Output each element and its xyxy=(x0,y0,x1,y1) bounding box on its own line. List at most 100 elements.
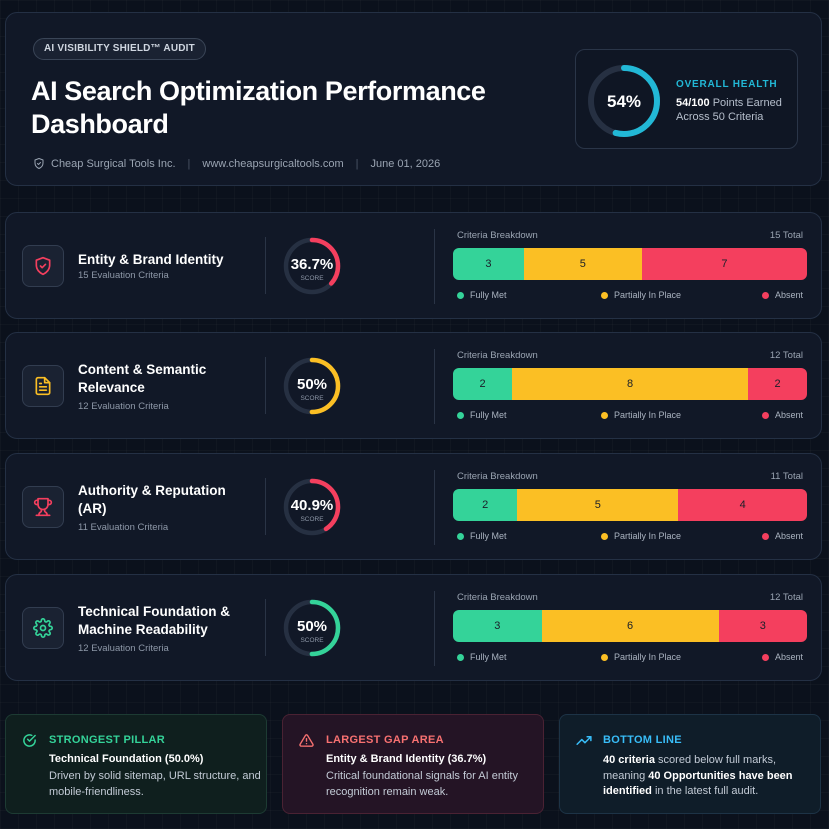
divider xyxy=(434,591,435,666)
company-name: Cheap Surgical Tools Inc. xyxy=(51,157,176,170)
legend-dot xyxy=(761,532,769,540)
bar-segment-met: 2 xyxy=(453,368,512,400)
overall-health-card: 54% OVERALL HEALTH 54/100 Points Earned A… xyxy=(575,49,798,149)
website-url[interactable]: www.cheapsurgicaltools.com xyxy=(202,157,344,170)
legend-dot xyxy=(601,532,608,540)
strongest-headline: Technical Foundation (50.0%) xyxy=(49,753,204,765)
pillar-score-label: SCORE xyxy=(300,516,324,523)
legend-dot xyxy=(457,653,464,661)
strongest-text: Driven by solid sitemap, URL structure, … xyxy=(49,770,261,798)
legend-dot xyxy=(601,411,608,419)
bar-segment-partial: 6 xyxy=(541,610,719,642)
pillar-icon-box xyxy=(22,365,64,407)
divider xyxy=(434,470,435,545)
breakdown-bar: 2 5 4 xyxy=(453,489,807,521)
legend-dot xyxy=(761,411,769,419)
bottom-line-text: 40 criteria scored below full marks, mea… xyxy=(603,754,793,797)
bottom-line-title: BOTTOM LINE xyxy=(603,734,682,746)
legend-met: Fully Met xyxy=(457,290,507,300)
bar-segment-met: 2 xyxy=(453,489,518,521)
legend-dot xyxy=(601,291,608,299)
legend-dot xyxy=(761,653,769,661)
trophy-icon xyxy=(33,497,53,517)
strongest-title: STRONGEST PILLAR xyxy=(49,734,166,746)
pillar-criteria-count: 15 Evaluation Criteria xyxy=(78,270,169,281)
largest-gap-card: LARGEST GAP AREA Entity & Brand Identity… xyxy=(282,714,544,814)
meta-divider: | xyxy=(187,157,191,170)
breakdown-total: 11 Total xyxy=(770,471,803,482)
pillar-score-label: SCORE xyxy=(300,275,324,282)
breakdown-total: 15 Total xyxy=(769,230,803,241)
pillar-card: Technical Foundation & Machine Readabili… xyxy=(5,574,822,681)
pillar-icon-box xyxy=(22,607,64,649)
pillar-score-ring: 40.9% SCORE xyxy=(283,478,341,536)
legend-dot xyxy=(761,291,769,299)
audit-date: June 01, 2026 xyxy=(370,157,441,170)
bar-segment-absent: 7 xyxy=(641,248,807,280)
divider xyxy=(265,357,266,414)
pillar-criteria-count: 11 Evaluation Criteria xyxy=(78,522,169,533)
bar-segment-absent: 3 xyxy=(718,610,807,642)
breakdown-total: 12 Total xyxy=(769,350,803,361)
pillar-score-value: 40.9% xyxy=(291,497,334,514)
gear-icon xyxy=(33,618,53,638)
pillar-card: Authority & Reputation (AR) 11 Evaluatio… xyxy=(5,453,822,560)
pillar-score-value: 36.7% xyxy=(291,256,334,273)
divider xyxy=(434,349,435,424)
legend-partial: Partially In Place xyxy=(601,652,681,662)
pillar-criteria-count: 12 Evaluation Criteria xyxy=(78,643,169,654)
pillar-card: Content & Semantic Relevance 12 Evaluati… xyxy=(5,332,822,439)
pillar-score-label: SCORE xyxy=(300,395,324,402)
header-meta: Cheap Surgical Tools Inc. | www.cheapsur… xyxy=(33,157,440,170)
breakdown-total: 12 Total xyxy=(769,592,803,603)
trending-up-icon xyxy=(576,736,592,745)
legend-dot xyxy=(457,532,464,540)
breakdown-title: Criteria Breakdown xyxy=(457,230,538,241)
legend-absent: Absent xyxy=(761,290,803,300)
health-label: OVERALL HEALTH xyxy=(676,79,778,90)
breakdown-bar: 2 8 2 xyxy=(453,368,807,400)
pillar-score-value: 50% xyxy=(297,618,327,635)
gap-headline: Entity & Brand Identity (36.7%) xyxy=(326,753,487,765)
health-percent: 54% xyxy=(607,92,641,111)
breakdown-title: Criteria Breakdown xyxy=(457,350,538,361)
pillar-criteria-count: 12 Evaluation Criteria xyxy=(78,401,169,412)
bar-segment-absent: 4 xyxy=(678,489,807,521)
page-title: AI Search Optimization Performance Dashb… xyxy=(31,76,486,139)
legend-absent: Absent xyxy=(761,531,803,541)
pillar-score-ring: 36.7% SCORE xyxy=(283,237,341,295)
breakdown-bar: 3 5 7 xyxy=(453,248,807,280)
pillar-score-ring: 50% SCORE xyxy=(283,357,341,415)
check-circle-icon xyxy=(23,734,36,747)
document-icon xyxy=(33,376,53,396)
legend-dot xyxy=(601,653,608,661)
divider xyxy=(265,478,266,535)
health-ring-progress xyxy=(588,65,660,137)
pillar-score-label: SCORE xyxy=(300,637,324,644)
breakdown-title: Criteria Breakdown xyxy=(457,471,538,482)
bottom-line-card: BOTTOM LINE 40 criteria scored below ful… xyxy=(559,714,821,814)
pillar-icon-box xyxy=(22,245,64,287)
legend-dot xyxy=(457,291,464,299)
health-points: 54/100 Points Earned Across 50 Criteria xyxy=(676,97,782,123)
audit-badge: AI VISIBILITY SHIELD™ AUDIT xyxy=(33,38,206,60)
shield-check-icon xyxy=(34,158,44,169)
legend-absent: Absent xyxy=(761,410,803,420)
pillar-score-ring: 50% SCORE xyxy=(283,599,341,657)
legend-met: Fully Met xyxy=(457,652,507,662)
gap-title: LARGEST GAP AREA xyxy=(326,734,444,746)
meta-divider: | xyxy=(355,157,359,170)
warning-icon xyxy=(299,734,314,747)
legend-partial: Partially In Place xyxy=(601,290,681,300)
legend-partial: Partially In Place xyxy=(601,410,681,420)
strongest-pillar-card: STRONGEST PILLAR Technical Foundation (5… xyxy=(5,714,267,814)
bar-segment-met: 3 xyxy=(453,610,542,642)
divider xyxy=(434,229,435,304)
pillar-score-arc xyxy=(283,357,341,415)
pillar-name: Authority & Reputation (AR) xyxy=(78,483,226,516)
pillar-name: Entity & Brand Identity xyxy=(78,252,224,267)
pillar-icon-box xyxy=(22,486,64,528)
breakdown-title: Criteria Breakdown xyxy=(457,592,538,603)
pillar-card: Entity & Brand Identity 15 Evaluation Cr… xyxy=(5,212,822,319)
shield-icon xyxy=(33,256,53,276)
